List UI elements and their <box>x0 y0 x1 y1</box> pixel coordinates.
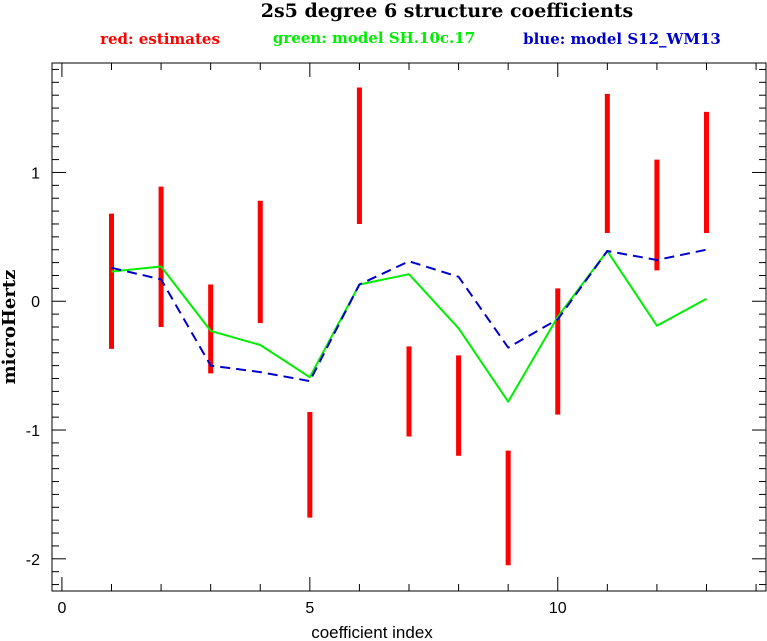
chart-title: 2s5 degree 6 structure coefficients <box>261 0 634 22</box>
data-marks <box>109 87 709 566</box>
x-tick-label: 5 <box>305 600 314 617</box>
x-tick-label: 10 <box>549 600 567 617</box>
x-tick-label: 0 <box>57 600 66 617</box>
legend-model-sh10c17: green: model SH.10c.17 <box>273 29 475 47</box>
x-axis-label: coefficient index <box>311 623 433 641</box>
y-tick-label: 0 <box>31 294 40 311</box>
y-tick-label: 1 <box>31 165 40 182</box>
legend-estimates: red: estimates <box>100 30 220 48</box>
series-line-s12-wm13 <box>111 248 707 383</box>
y-axis-label: microHertz <box>0 270 20 385</box>
legend-model-s12wm13: blue: model S12_WM13 <box>523 30 721 48</box>
tick-labels: 0 5 10 -2 -1 0 1 <box>26 165 567 617</box>
axis-ticks <box>52 63 766 591</box>
y-tick-label: -2 <box>26 552 40 569</box>
y-tick-label: -1 <box>26 423 40 440</box>
